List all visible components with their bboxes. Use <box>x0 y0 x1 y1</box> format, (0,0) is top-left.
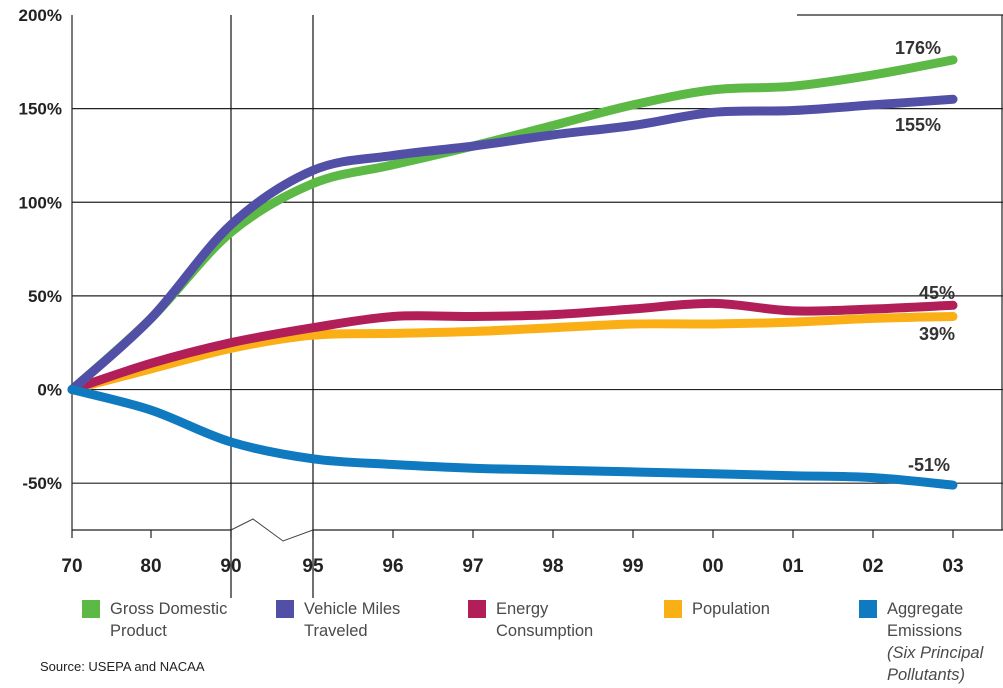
y-tick-label: 0% <box>37 381 62 400</box>
legend-item-energy: Energy Consumption <box>468 598 593 642</box>
x-tick-label: 97 <box>462 556 483 577</box>
legend-label-emissions-line1: Aggregate <box>887 600 964 618</box>
legend-label-population: Population <box>692 600 770 618</box>
legend: Gross Domestic Product Vehicle Miles Tra… <box>0 598 1003 688</box>
x-tick-label: 99 <box>622 556 643 577</box>
legend-note-line1: (Six Principal <box>887 644 984 662</box>
end-label-energy: 45% <box>919 283 955 303</box>
end-label-emissions: -51% <box>908 455 950 475</box>
x-tick-label: 98 <box>542 556 563 577</box>
series-lines <box>67 55 958 490</box>
y-tick-label: 150% <box>19 100 62 119</box>
x-tick-label: 03 <box>942 556 963 577</box>
x-tick-label: 00 <box>702 556 723 577</box>
series-line-vmt <box>67 94 958 395</box>
x-tick-label: 70 <box>61 556 82 577</box>
legend-item-gdp: Gross Domestic Product <box>82 598 227 642</box>
end-label-population: 39% <box>919 324 955 344</box>
series-line-population <box>67 312 958 395</box>
series-line-emissions <box>67 385 958 490</box>
end-label-gdp: 176% <box>895 38 941 58</box>
x-tick-label: 80 <box>140 556 161 577</box>
axis-break-mark <box>230 518 314 542</box>
legend-note-line2: Pollutants) <box>887 666 965 684</box>
x-tick-label: 02 <box>862 556 883 577</box>
line-chart: 200% 150% 100% 50% 0% -50% 70 80 90 95 96 97 98 99 00… <box>19 6 1003 598</box>
legend-swatch-energy <box>468 600 486 618</box>
x-axis-tick-labels: 70 80 90 95 96 97 98 99 00 01 02 03 <box>61 556 963 577</box>
y-tick-label: -50% <box>22 474 62 493</box>
grid <box>72 14 1003 484</box>
legend-item-population: Population <box>664 598 770 620</box>
end-label-vmt: 155% <box>895 115 941 135</box>
legend-label-energy-line2: Consumption <box>496 622 594 640</box>
legend-swatch-gdp <box>82 600 100 618</box>
end-labels: 176% 155% 45% 39% -51% <box>895 38 955 475</box>
source-note: Source: USEPA and NACAA <box>40 659 205 674</box>
x-tick-label: 96 <box>382 556 403 577</box>
legend-label-vmt-line1: Vehicle Miles <box>304 600 401 618</box>
legend-item-vmt: Vehicle Miles Traveled <box>276 598 400 642</box>
y-tick-label: 100% <box>19 193 62 212</box>
legend-label-emissions-line2: Emissions <box>887 622 963 640</box>
x-tick-label: 95 <box>302 556 324 577</box>
legend-swatch-emissions <box>859 600 877 618</box>
axes <box>71 15 1003 598</box>
legend-label-gdp-line2: Product <box>110 622 167 640</box>
y-axis-tick-labels: 200% 150% 100% 50% 0% -50% <box>19 6 62 493</box>
legend-swatch-vmt <box>276 600 294 618</box>
legend-label-gdp-line1: Gross Domestic <box>110 600 228 618</box>
x-tick-label: 01 <box>782 556 804 577</box>
series-line-energy <box>67 298 958 395</box>
legend-label-energy-line1: Energy <box>496 600 549 618</box>
legend-item-emissions: Aggregate Emissions (Six Principal Pollu… <box>859 598 983 686</box>
y-tick-label: 50% <box>28 287 62 306</box>
x-tick-label: 90 <box>220 556 241 577</box>
legend-label-vmt-line2: Traveled <box>304 622 368 640</box>
legend-swatch-population <box>664 600 682 618</box>
y-tick-label: 200% <box>19 6 62 25</box>
